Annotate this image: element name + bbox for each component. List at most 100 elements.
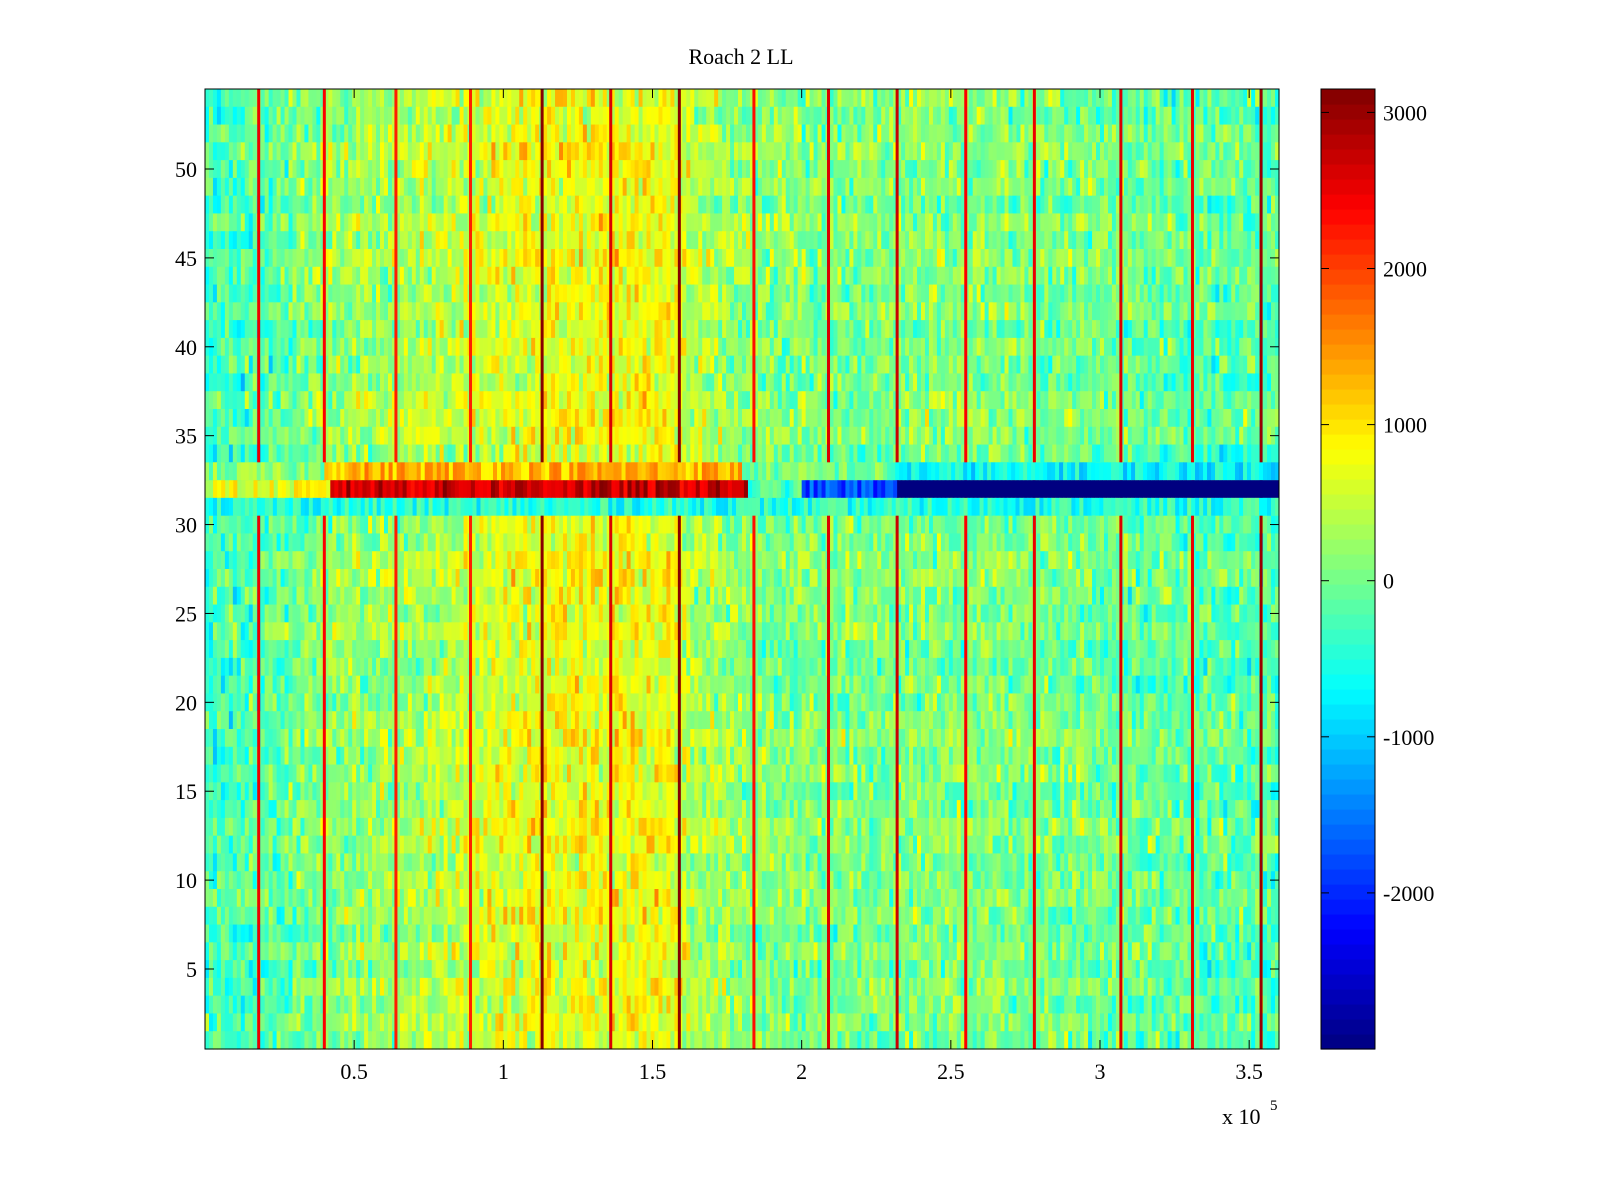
heatmap-cell <box>1163 106 1169 126</box>
heatmap-cell <box>809 160 815 179</box>
heatmap-cell <box>885 160 890 179</box>
heatmap-cell <box>1227 89 1232 108</box>
heatmap-cell <box>1040 160 1045 179</box>
heatmap-cell <box>670 177 675 197</box>
heatmap-cell <box>1251 337 1256 357</box>
heatmap-cell <box>1016 302 1022 321</box>
heatmap-cell <box>877 391 882 410</box>
heatmap-cell <box>1247 355 1252 375</box>
heatmap-cell <box>1024 302 1029 321</box>
heatmap-cell <box>710 409 715 428</box>
heatmap-cell <box>1167 355 1173 375</box>
heatmap-cell <box>917 124 922 143</box>
heatmap-cell <box>1084 213 1089 232</box>
heatmap-cell <box>360 177 365 197</box>
heatmap-cell <box>407 177 413 197</box>
heatmap-cell <box>1227 142 1232 161</box>
heatmap-cell <box>745 195 751 215</box>
heatmap-cell <box>921 142 926 161</box>
heatmap-cell <box>984 89 990 108</box>
heatmap-cell <box>535 337 540 357</box>
heatmap-cell <box>535 284 540 303</box>
heatmap-cell <box>781 373 787 392</box>
heatmap-cell <box>690 373 695 392</box>
heatmap-cell <box>638 409 644 428</box>
heatmap-cell <box>260 249 266 268</box>
heatmap-cell <box>304 142 310 161</box>
heatmap-cell <box>439 142 445 161</box>
heatmap-cell <box>268 249 274 268</box>
heatmap-cell <box>936 320 942 339</box>
heatmap-cell <box>578 373 584 392</box>
heatmap-cell <box>1008 373 1014 392</box>
heatmap-cell <box>1207 231 1212 250</box>
heatmap-cell <box>348 195 353 215</box>
heatmap-cell <box>586 373 592 392</box>
heatmap-cell <box>845 213 850 232</box>
heatmap-cell <box>208 355 214 375</box>
heatmap-cell <box>336 409 341 428</box>
heatmap-cell <box>387 391 393 410</box>
heatmap-cell <box>268 177 274 197</box>
heatmap-cell <box>901 142 906 161</box>
heatmap-cell <box>503 213 508 232</box>
heatmap-cell <box>1040 373 1045 392</box>
heatmap-cell <box>543 320 548 339</box>
heatmap-cell <box>348 391 353 410</box>
heatmap-cell <box>320 231 325 250</box>
heatmap-cell <box>714 355 719 375</box>
heatmap-cell <box>308 231 313 250</box>
heatmap-cell <box>248 355 254 375</box>
heatmap-cell <box>487 320 492 339</box>
heatmap-cell <box>284 409 290 428</box>
heatmap-cell <box>1267 249 1272 268</box>
heatmap-cell <box>1247 195 1252 215</box>
heatmap-cell <box>372 373 377 392</box>
heatmap-cell <box>670 160 675 179</box>
heatmap-cell <box>1080 266 1085 286</box>
heatmap-cell <box>1183 89 1189 108</box>
heatmap-cell <box>781 160 787 179</box>
heatmap-cell <box>1203 320 1208 339</box>
heatmap-cell <box>1207 266 1212 286</box>
heatmap-cell <box>738 320 743 339</box>
heatmap-cell <box>972 320 978 339</box>
heatmap-cell <box>1211 213 1216 232</box>
heatmap-cell <box>1235 177 1240 197</box>
heatmap-cell <box>598 195 604 215</box>
heatmap-cell <box>690 355 695 375</box>
heatmap-cell <box>1187 89 1193 108</box>
heatmap-cell <box>1068 302 1073 321</box>
heatmap-cell <box>992 89 998 108</box>
heatmap-cell <box>618 89 624 108</box>
heatmap-cell <box>638 142 644 161</box>
heatmap-cell <box>563 89 568 108</box>
heatmap-cell <box>1040 249 1045 268</box>
heatmap-cell <box>634 160 640 179</box>
heatmap-cell <box>972 391 978 410</box>
heatmap-cell <box>423 337 429 357</box>
heatmap-cell <box>284 302 290 321</box>
heatmap-cell <box>519 373 524 392</box>
heatmap-cell <box>1008 213 1014 232</box>
heatmap-cell <box>360 284 365 303</box>
heatmap-cell <box>384 89 389 108</box>
heatmap-cell <box>833 337 839 357</box>
heatmap-cell <box>240 89 246 108</box>
heatmap-cell <box>1076 373 1081 392</box>
heatmap-cell <box>905 320 910 339</box>
heatmap-cell <box>364 320 369 339</box>
heatmap-cell <box>407 391 413 410</box>
heatmap-cell <box>1052 249 1057 268</box>
heatmap-cell <box>471 320 477 339</box>
heatmap-cell <box>1139 391 1145 410</box>
heatmap-cell <box>1235 320 1240 339</box>
heatmap-cell <box>1139 355 1145 375</box>
heatmap-cell <box>1271 302 1276 321</box>
heatmap-cell <box>1012 231 1018 250</box>
heatmap-cell <box>1052 124 1057 143</box>
heatmap-cell <box>1060 391 1065 410</box>
heatmap-cell <box>996 284 1002 303</box>
heatmap-cell <box>244 373 250 392</box>
heatmap-cell <box>276 142 282 161</box>
